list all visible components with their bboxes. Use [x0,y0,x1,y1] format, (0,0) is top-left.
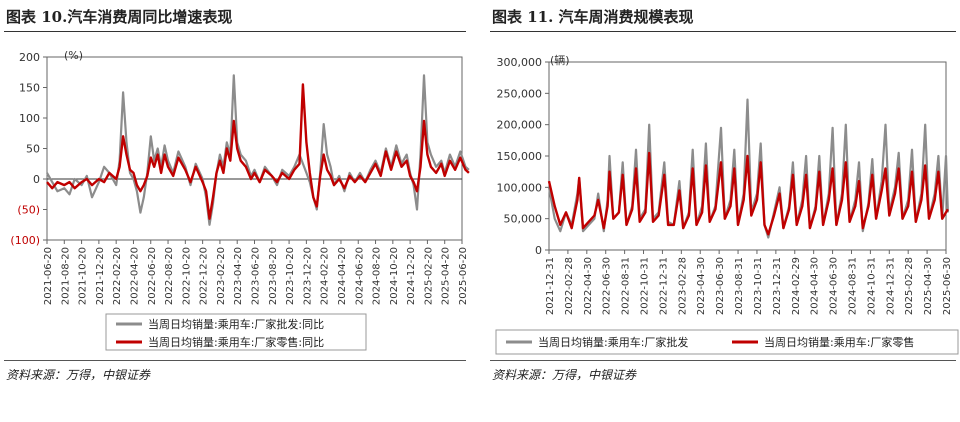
y-tick-label: 50 [26,143,40,156]
x-tick-label: 2021-12-20 [95,247,106,305]
plot-frame [46,56,463,241]
left-figure-title: 图表 10.汽车消费周同比增速表现 [6,8,233,26]
left-source-rule [4,360,466,361]
y-tick-label: 0 [535,244,542,257]
x-tick-label: 2022-08-31 [621,257,632,315]
legend-label: 当周日均销量:乘用车:厂家零售 [764,335,914,349]
x-tick-label: 2021-08-20 [60,247,71,305]
x-tick-label: 2022-06-30 [602,257,613,315]
legend-box [105,313,367,351]
x-tick-label: 2023-12-20 [302,247,313,305]
y-tick-label: (50) [17,204,40,217]
x-tick-label: 2024-06-20 [354,247,365,305]
y-tick-label: 100 [19,112,40,125]
x-tick-label: 2025-06-20 [458,247,469,305]
x-tick-label: 2024-10-20 [389,247,400,305]
x-tick-label: 2023-12-31 [772,257,783,315]
left-figure: 图表 10.汽车消费周同比增速表现 (100) (50) 0 50 100 150 200(… [0,0,470,422]
x-tick-label: 2025-04-20 [441,247,452,305]
right-source-rule [490,360,956,361]
x-tick-label: 2025-06-30 [942,257,953,315]
x-tick-label: 2024-08-20 [372,247,383,305]
x-tick-label: 2022-10-20 [181,247,192,305]
x-tick-label: 2025-04-30 [923,257,934,315]
x-tick-label: 2024-08-31 [847,257,858,315]
right-figure: 图表 11. 汽车周消费规模表现 0 50,000 100,000 150,000 20… [486,0,960,422]
x-tick-label: 2024-02-29 [791,257,802,315]
x-tick-label: 2023-02-28 [677,257,688,315]
left-source-note: 资料来源：万得，中银证券 [6,368,151,382]
legend-box [495,329,959,355]
x-tick-label: 2023-06-20 [251,247,262,305]
x-tick-label: 2022-10-31 [640,257,651,315]
legend-label: 当周日均销量:乘用车:厂家批发:同比 [148,317,324,331]
x-tick-label: 2022-06-20 [147,247,158,305]
x-tick-label: 2022-04-20 [129,247,140,305]
right-source-note: 资料来源：万得，中银证券 [492,368,637,382]
right-figure-title: 图表 11. 汽车周消费规模表现 [492,8,694,26]
x-tick-label: 2025-02-20 [423,247,434,305]
x-tick-label: 2024-06-30 [829,257,840,315]
series-line-red [46,83,470,220]
x-tick-label: 2022-12-31 [658,257,669,315]
x-tick-label: 2022-02-20 [112,247,123,305]
x-tick-label: 2025-02-28 [904,257,915,315]
x-tick-label: 2024-12-31 [885,257,896,315]
y-tick-label: 0 [33,173,40,186]
left-chart-svg: (100) (50) 0 50 100 150 200 (%) 2021-06-20 2021-0… [10,49,470,351]
y-tick-label: 150 [19,82,40,95]
y-tick-label: 300,000 [497,56,543,69]
left-title-rule [4,31,466,32]
x-tick-label: 2023-10-20 [285,247,296,305]
y-axis-label: (%) [64,49,83,62]
y-tick-label: 250,000 [497,87,543,100]
legend-label: 当周日均销量:乘用车:厂家零售:同比 [148,335,324,349]
y-tick-label: 200,000 [497,119,543,132]
x-tick-label: 2024-12-20 [406,247,417,305]
series-line-gray [46,74,470,226]
legend-label: 当周日均销量:乘用车:厂家批发 [538,335,688,349]
x-tick-label: 2023-02-20 [216,247,227,305]
x-tick-label: 2023-08-31 [734,257,745,315]
x-tick-label: 2023-10-31 [753,257,764,315]
x-tick-label: 2021-06-20 [43,247,54,305]
x-tick-label: 2021-10-20 [78,247,89,305]
y-tick-label: (100) [10,234,40,247]
x-tick-label: 2023-04-20 [233,247,244,305]
x-tick-label: 2024-02-20 [320,247,331,305]
x-tick-label: 2022-04-30 [583,257,594,315]
x-tick-label: 2022-02-28 [564,257,575,315]
x-tick-label: 2021-12-31 [545,257,556,315]
x-tick-label: 2023-08-20 [268,247,279,305]
y-tick-label: 200 [19,51,40,64]
right-title-rule [490,31,956,32]
series-line-red [547,151,949,236]
x-tick-label: 2022-12-20 [199,247,210,305]
right-chart-svg: 0 50,000 100,000 150,000 200,000 250,000 300,0… [495,53,959,355]
y-tick-label: 150,000 [497,150,543,163]
x-tick-label: 2023-06-30 [715,257,726,315]
y-tick-label: 50,000 [504,213,543,226]
x-tick-label: 2022-08-20 [164,247,175,305]
y-axis-label: (辆) [550,53,570,67]
x-tick-label: 2024-04-20 [337,247,348,305]
x-tick-label: 2024-10-31 [866,257,877,315]
x-tick-label: 2023-04-30 [696,257,707,315]
y-tick-label: 100,000 [497,181,543,194]
x-tick-label: 2024-04-30 [810,257,821,315]
